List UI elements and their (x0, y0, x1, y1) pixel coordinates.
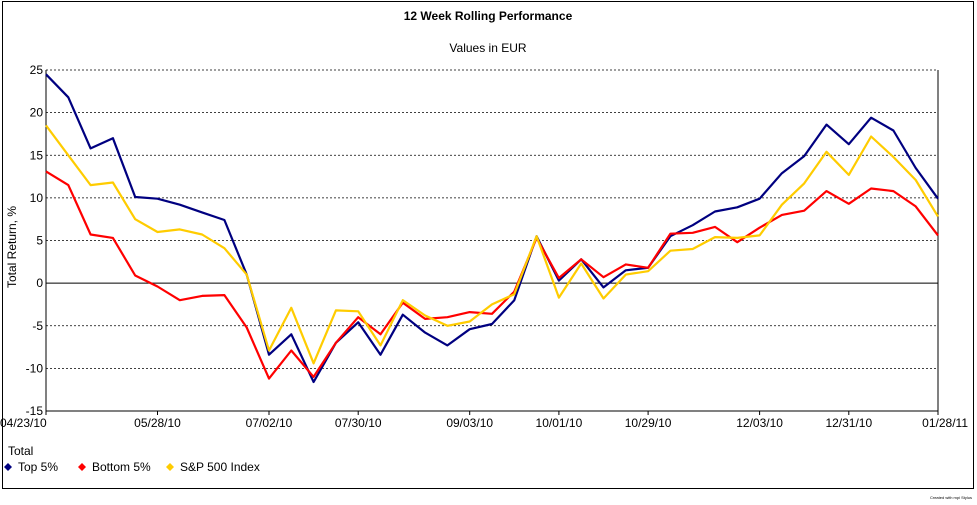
y-tick-label: -5 (32, 319, 43, 333)
chart-title: 12 Week Rolling Performance (404, 9, 573, 23)
series-lines (45, 73, 939, 384)
x-tick-label: 05/28/10 (134, 416, 181, 430)
x-tick-labels: 04/23/10 05/28/10 07/02/10 07/30/10 09/03/10… (0, 416, 968, 430)
y-tick-label: 10 (30, 191, 44, 205)
credit-text: Created with mpi Stylus (930, 495, 972, 500)
series-line-2 (45, 124, 939, 365)
legend-title: Total (8, 444, 33, 458)
x-tick-label: 10/29/10 (625, 416, 672, 430)
y-tick-label: 15 (30, 148, 44, 162)
x-tick-label: 07/30/10 (335, 416, 382, 430)
axes (45, 70, 939, 415)
x-tick-label: 07/02/10 (246, 416, 293, 430)
y-tick-label: 5 (36, 234, 43, 248)
series-line-1 (45, 170, 939, 380)
legend-marker (166, 463, 174, 471)
legend-marker (78, 463, 86, 471)
y-axis-label: Total Return, % (5, 206, 19, 288)
x-tick-label: 12/31/10 (825, 416, 872, 430)
y-tick-labels: 25 20 15 10 5 0 -5 -10 -15 (26, 63, 44, 418)
y-tick-label: -15 (26, 404, 44, 418)
y-tick-label: -10 (26, 361, 44, 375)
chart-subtitle: Values in EUR (449, 41, 526, 55)
x-tick-label: 01/28/11 (922, 416, 968, 430)
x-tick-label: 10/01/10 (536, 416, 583, 430)
x-tick-label: 12/03/10 (736, 416, 783, 430)
series-line-0 (45, 73, 939, 384)
chart-frame (2, 1, 974, 489)
legend-label: Top 5% (18, 460, 58, 474)
y-tick-label: 25 (30, 63, 44, 77)
legend: Top 5% Bottom 5% S&P 500 Index (4, 460, 260, 474)
y-tick-label: 20 (30, 106, 44, 120)
legend-marker (4, 463, 12, 471)
y-tick-label: 0 (36, 276, 43, 290)
gridlines (46, 69, 938, 369)
legend-label: Bottom 5% (92, 460, 151, 474)
x-tick-label: 09/03/10 (446, 416, 493, 430)
x-tick-label: 04/23/10 (0, 416, 47, 430)
legend-label: S&P 500 Index (180, 460, 260, 474)
